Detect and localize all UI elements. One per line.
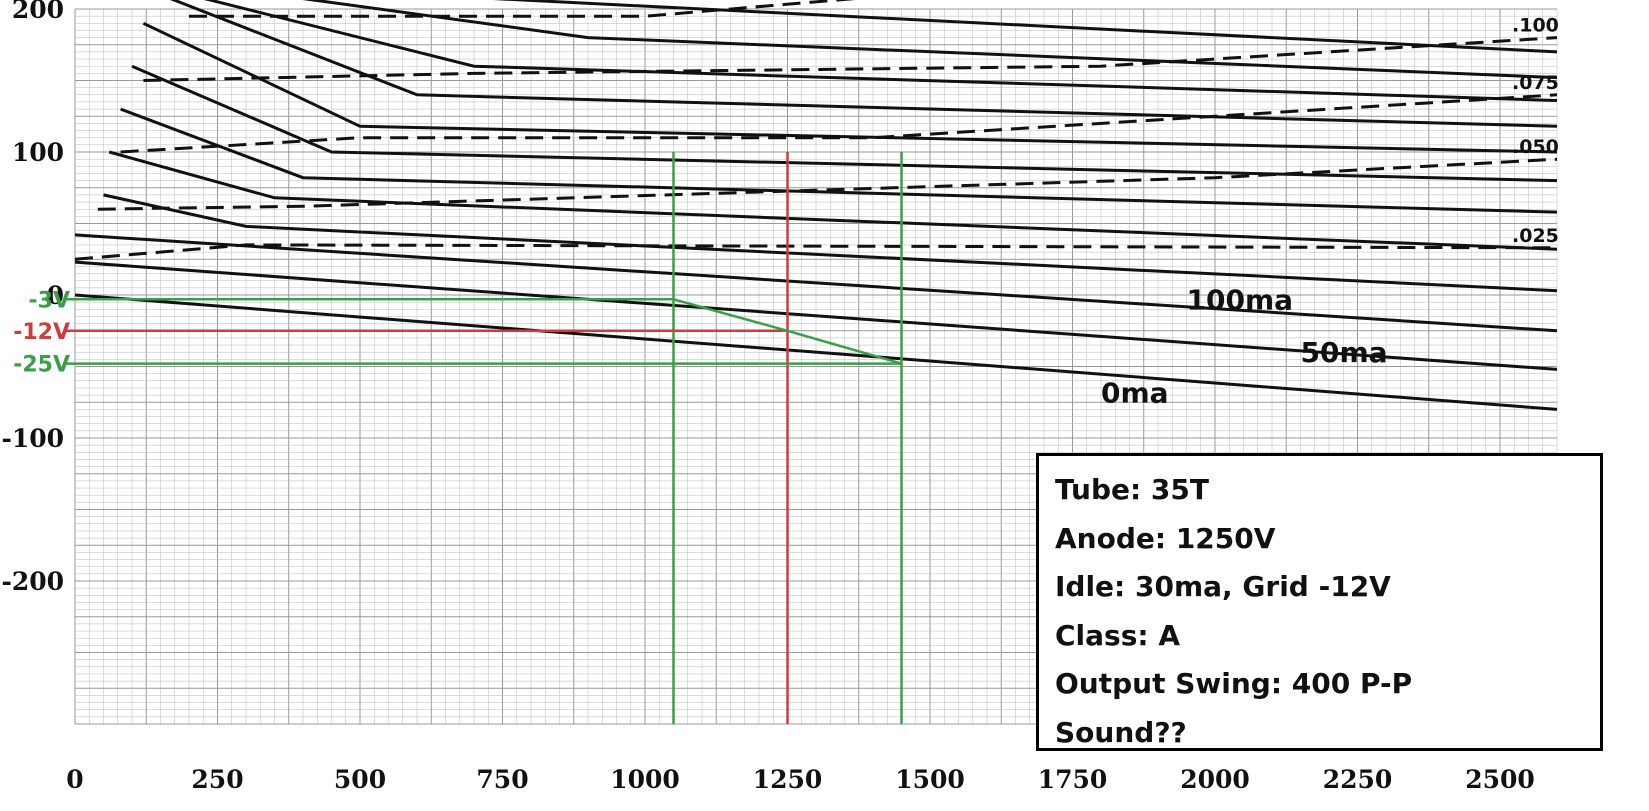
x-tick-label: 1750 bbox=[1038, 765, 1108, 794]
plate-curve-5 bbox=[120, 107, 1558, 214]
plate-curve-3 bbox=[103, 193, 1558, 293]
info-box: Tube: 35T Anode: 1250V Idle: 30ma, Grid … bbox=[1036, 453, 1603, 751]
grid-current-label: .100 bbox=[1512, 15, 1559, 37]
plate-curve-4 bbox=[108, 150, 1558, 251]
grid-voltage-label: -12V bbox=[13, 320, 70, 345]
info-idle: Idle: 30ma, Grid -12V bbox=[1055, 570, 1391, 603]
x-tick-label: 0 bbox=[66, 765, 83, 794]
grid-voltage-label: -3V bbox=[29, 288, 70, 313]
grid-current-curve-0 bbox=[74, 243, 1558, 261]
plate-curve-11 bbox=[492, 0, 1558, 54]
x-tick-label: 750 bbox=[476, 765, 528, 794]
x-tick-label: 2250 bbox=[1323, 765, 1393, 794]
grid-current-curve-2 bbox=[120, 93, 1558, 154]
grid-current-label: .025 bbox=[1512, 225, 1559, 247]
plate-curve-7 bbox=[142, 21, 1558, 154]
y-tick-label: 200 bbox=[12, 0, 64, 24]
current-annotation: 50ma bbox=[1301, 336, 1388, 369]
x-tick-label: 1000 bbox=[610, 765, 680, 794]
current-annotation: 0ma bbox=[1101, 376, 1169, 409]
y-tick-label: 100 bbox=[12, 138, 64, 167]
labels-group: .025.050.075.100.150-3V-12V-25V100ma50ma… bbox=[13, 15, 1559, 410]
grid-current-curve-4 bbox=[189, 0, 857, 18]
grid-voltage-label: -25V bbox=[13, 353, 70, 378]
plate-curve-0 bbox=[74, 293, 1558, 411]
x-tick-label: 250 bbox=[191, 765, 243, 794]
info-sound: Sound?? bbox=[1055, 715, 1187, 749]
markers-group bbox=[65, 152, 903, 724]
info-output-swing: Output Swing: 400 P-P bbox=[1055, 667, 1413, 700]
plate-curve-10 bbox=[302, 0, 1558, 80]
x-tick-label: 2500 bbox=[1465, 765, 1535, 794]
x-tick-label: 1500 bbox=[895, 765, 965, 794]
info-class: Class: A bbox=[1055, 618, 1180, 652]
info-anode: Anode: 1250V bbox=[1055, 521, 1276, 555]
info-tube: Tube: 35T bbox=[1055, 473, 1209, 506]
plate-curve-6 bbox=[131, 64, 1558, 183]
grid-current-label: .075 bbox=[1512, 72, 1559, 94]
plate-curve-9 bbox=[203, 0, 1558, 102]
plate-curve-2 bbox=[74, 233, 1558, 333]
x-tick-label: 2000 bbox=[1180, 765, 1250, 794]
y-tick-label: -100 bbox=[1, 424, 64, 453]
grid-current-label: .050 bbox=[1512, 136, 1559, 158]
tick-labels-group: 0 250 500 750 1000 1250 1500 1750 2000 2250 250020… bbox=[1, 0, 1534, 794]
y-tick-label: -200 bbox=[1, 567, 64, 596]
x-tick-label: 500 bbox=[334, 765, 386, 794]
curves-group bbox=[74, 0, 1558, 411]
plate-curve-1 bbox=[74, 260, 1558, 371]
load-line bbox=[673, 298, 902, 365]
y-tick-label: 0 bbox=[47, 281, 64, 310]
x-tick-label: 1250 bbox=[753, 765, 823, 794]
plate-curve-8 bbox=[169, 0, 1558, 128]
grid-current-curve-3 bbox=[143, 36, 1558, 82]
grid-current-curve-1 bbox=[97, 157, 1558, 211]
current-annotation: 100ma bbox=[1187, 283, 1294, 316]
